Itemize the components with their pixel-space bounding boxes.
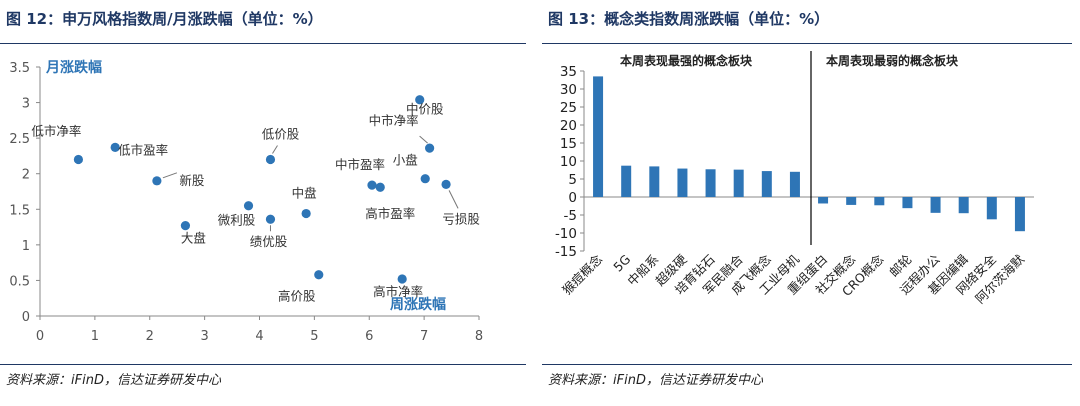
x-tick-label: 4	[255, 329, 263, 344]
scatter-point-label: 中盘	[292, 186, 317, 201]
bar-chart: -15 -10 -5 0 5 10 15 20 25 30 35 本周表现最强的概念板块 本周表现最弱的…	[555, 51, 1034, 306]
scatter-leader-line	[162, 172, 178, 179]
x-tick-label: 5	[310, 329, 318, 344]
scatter-point	[73, 154, 84, 165]
scatter-point	[420, 174, 430, 184]
left-figure-source: 资料来源：iFinD，信达证券研发中心	[6, 373, 221, 388]
scatter-point-label: 低市盈率	[118, 142, 168, 157]
x-tick-label: 0	[36, 329, 44, 344]
y-tick-label: 3.5	[9, 61, 30, 76]
bar	[649, 166, 660, 197]
y-tick-label: 1.5	[9, 203, 30, 218]
bar	[958, 197, 969, 214]
bar	[593, 76, 604, 197]
x-tick-label: 2	[146, 329, 154, 344]
scatter-leader-line	[448, 190, 459, 209]
scatter-point	[397, 274, 407, 284]
scatter-point-label: 高价股	[278, 289, 316, 304]
y-tick-label: 15	[560, 136, 577, 152]
scatter-point	[367, 180, 377, 190]
scatter-point	[425, 143, 435, 153]
bar	[1014, 197, 1025, 232]
scatter-point-label: 中价股	[406, 102, 444, 117]
y-tick-label: -5	[564, 208, 577, 224]
scatter-point	[301, 208, 311, 219]
y-tick-label: 25	[560, 100, 577, 116]
y-tick-label: -15	[555, 244, 577, 260]
y-tick-label: 20	[560, 118, 577, 134]
right-figure-source: 资料来源：iFinD，信达证券研发中心	[548, 373, 763, 388]
right-figure-panel: 图 13：概念类指数周涨跌幅（单位：%） -15 -10 -5 0 5 10 15 20 25 3…	[542, 0, 1072, 406]
scatter-point	[152, 176, 162, 186]
scatter-point-label: 绩优股	[250, 234, 288, 249]
scatter-point-label: 中市净率	[369, 113, 419, 128]
scatter-leader-line	[419, 135, 428, 144]
scatter-leader-line	[272, 145, 278, 154]
scatter-point	[441, 179, 451, 189]
scatter-point	[415, 95, 425, 105]
scatter-point	[243, 201, 254, 211]
y-axis-title: 月涨跌幅	[45, 59, 102, 76]
bar	[930, 197, 941, 213]
x-tick-label: 1	[91, 329, 99, 344]
scatter-point-label: 高市盈率	[365, 206, 415, 221]
y-tick-label: 2.5	[9, 132, 30, 147]
x-tick-label: 7	[420, 329, 428, 344]
left-title-rule	[0, 43, 526, 44]
x-tick-label: 8	[475, 329, 483, 344]
x-tick-label: 3	[200, 329, 208, 344]
scatter-point	[110, 142, 120, 152]
scatter-point	[180, 221, 191, 231]
scatter-point-label: 低市净率	[31, 123, 81, 138]
scatter-point	[314, 270, 324, 280]
bar	[705, 169, 716, 197]
y-tick-label: 1	[22, 239, 30, 254]
scatter-point-label: 中市盈率	[335, 157, 385, 172]
bar	[789, 171, 800, 197]
y-tick-label: 10	[560, 154, 577, 170]
bar	[818, 197, 829, 204]
scatter-point	[375, 182, 385, 192]
right-source-rule	[542, 364, 1072, 365]
y-tick-label: 3	[22, 97, 30, 112]
y-tick-label: 35	[560, 64, 577, 80]
right-title-rule	[542, 43, 1072, 44]
scatter-point-label: 小盘	[393, 153, 418, 168]
bar	[677, 168, 688, 197]
scatter-point-label: 新股	[179, 173, 205, 188]
x-tick-label: 6	[365, 329, 373, 344]
x-axis-title: 周涨跌幅	[390, 296, 446, 313]
left-figure-title: 图 12：申万风格指数周/月涨跌幅（单位：%）	[6, 10, 323, 28]
category-label: 中船系	[624, 252, 661, 289]
y-tick-label: 2	[22, 168, 30, 183]
y-tick-label: 0.5	[9, 274, 30, 289]
bar	[761, 171, 772, 197]
right-figure-title: 图 13：概念类指数周涨跌幅（单位：%）	[548, 10, 830, 28]
scatter-point	[265, 154, 276, 165]
group-label-strongest: 本周表现最强的概念板块	[620, 53, 753, 68]
scatter-point-label: 大盘	[181, 231, 206, 246]
scatter-point-label: 亏损股	[442, 211, 480, 226]
bar	[846, 197, 857, 205]
bar	[874, 197, 885, 206]
scatter-point-label: 高市净率	[373, 284, 423, 299]
bar	[621, 165, 632, 197]
left-source-rule	[0, 364, 526, 365]
y-tick-label: 30	[560, 82, 577, 98]
scatter-point	[265, 214, 276, 224]
bar	[733, 169, 744, 197]
y-tick-label: 5	[568, 172, 577, 188]
y-tick-label: 0	[568, 190, 577, 206]
y-tick-label: -10	[555, 226, 577, 242]
group-label-weakest: 本周表现最弱的概念板块	[826, 53, 959, 68]
bar	[902, 197, 913, 209]
left-figure-panel: 图 12：申万风格指数周/月涨跌幅（单位：%） 0 0.5 1 1.5 2 2.5 3 3.5…	[0, 0, 526, 406]
bar	[986, 197, 997, 220]
y-tick-label: 0	[22, 310, 30, 325]
scatter-point-label: 低价股	[262, 126, 300, 141]
scatter-point-label: 微利股	[218, 213, 256, 228]
